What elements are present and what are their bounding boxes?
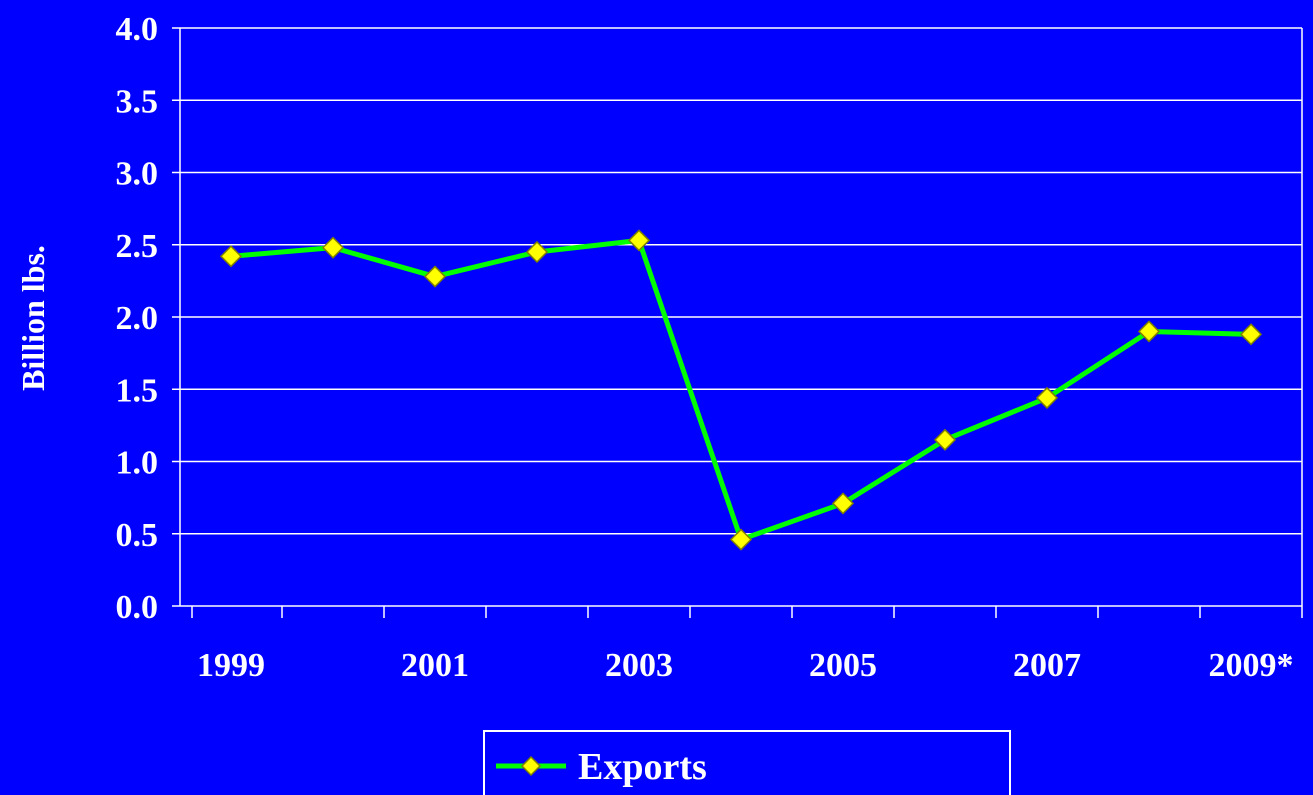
y-axis-title: Billion lbs. [15,245,51,391]
legend: Exports [483,730,1011,795]
x-tick-label: 2007 [1013,647,1081,684]
data-point-marker [627,229,651,252]
data-point-marker [1035,386,1059,409]
axes: 0.0 0.5 1.0 1.5 2.0 2.5 3.0 3.5 4.0 1999 2001 2003 2… [116,11,1303,684]
x-tick-label: 1999 [197,647,265,684]
x-tick-label: 2003 [605,647,673,684]
data-point-marker [729,528,753,551]
data-point-marker [321,236,345,259]
y-tick-label: 2.0 [116,300,159,337]
data-point-marker [423,265,447,288]
data-point-marker [1239,323,1263,346]
gridlines [180,27,1302,535]
data-point-marker [831,492,855,515]
y-tick-label: 4.0 [116,11,159,48]
x-tick-label: 2005 [809,647,877,684]
y-tick-label: 3.5 [116,83,159,120]
legend-box [483,730,1011,795]
data-point-marker [933,428,957,451]
data-point-marker [219,245,243,268]
legend-label-exports: Exports [578,746,707,788]
data-point-marker [525,240,549,264]
y-tick-label: 0.0 [116,589,159,626]
series-exports [219,229,1263,551]
y-tick-label: 1.5 [116,372,159,409]
y-tick-label: 3.0 [116,156,159,193]
legend-marker-swatch [520,755,542,777]
y-tick-label: 2.5 [116,228,159,265]
x-tick-label: 2001 [401,647,469,684]
data-point-marker [1137,320,1161,343]
y-tick-label: 1.0 [116,445,159,482]
y-tick-label: 0.5 [116,517,159,554]
x-tick-label: 2009* [1209,647,1294,684]
